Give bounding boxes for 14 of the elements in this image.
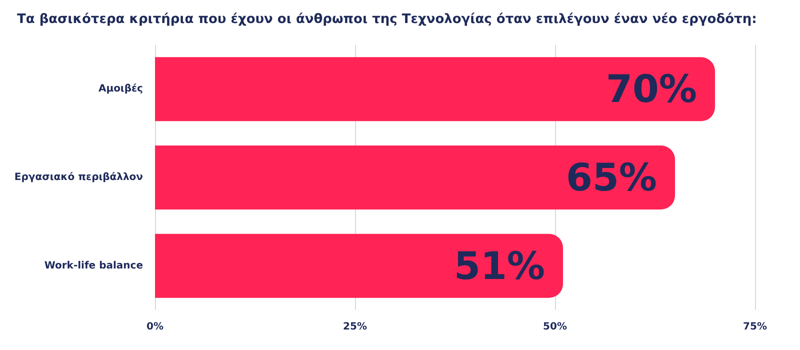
y-tick-label: Εργασιακό περιβάλλον (14, 172, 144, 183)
data-label: 70% (606, 67, 697, 112)
y-tick-label: Work-life balance (44, 260, 144, 272)
y-tick-label: Αμοιβές (98, 84, 144, 95)
bar (155, 146, 675, 210)
data-label: 51% (454, 244, 545, 288)
x-tick-label: 50% (543, 322, 567, 332)
bar (155, 57, 715, 122)
x-tick-label: 75% (743, 322, 767, 332)
x-tick-label: 25% (343, 322, 367, 332)
chart-title: Τα βασικότερα κριτήρια που έχουν οι άνθρωποι της Τεχνολογίας όταν επιλέγουν έναν νέο εργοδότη: (17, 12, 757, 27)
bar (155, 234, 563, 298)
x-tick-label: 0% (146, 322, 164, 332)
data-label: 65% (566, 156, 657, 200)
